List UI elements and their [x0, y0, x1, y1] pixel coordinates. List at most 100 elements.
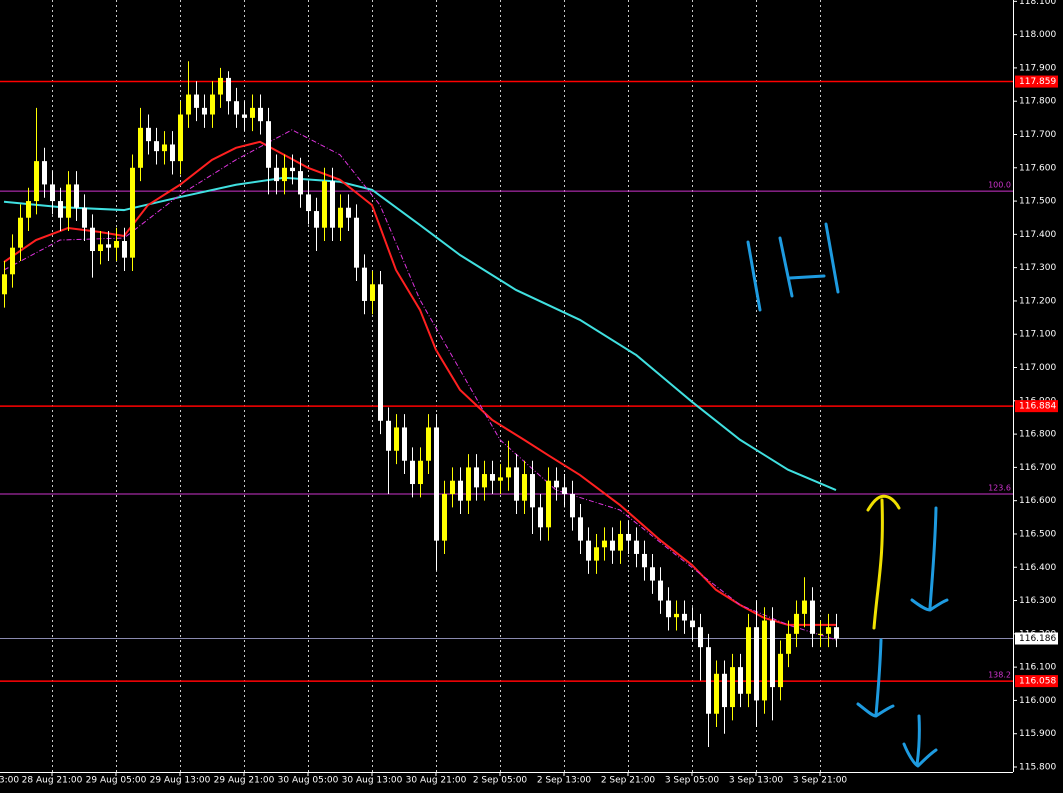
candle-body: [226, 77, 231, 102]
y-tick-label: 117.300: [1019, 263, 1056, 273]
hand-annotations: [746, 222, 949, 768]
x-tick-label: 2 Sep 05:00: [473, 776, 528, 786]
candle-body: [418, 460, 423, 485]
y-tick-label: 116.400: [1019, 563, 1056, 573]
x-tick-label: 28 Aug 21:00: [22, 776, 83, 786]
candle-body: [570, 494, 575, 518]
y-tick-label: 116.700: [1019, 463, 1056, 473]
candle-body: [82, 207, 87, 228]
x-tick-label: 3 Sep 13:00: [729, 776, 784, 786]
candle-body: [274, 167, 279, 182]
price-tag: [1015, 75, 1058, 88]
candle-body: [426, 427, 431, 461]
candle-body: [258, 107, 263, 122]
candle-body: [74, 184, 79, 208]
candle-body: [298, 171, 303, 195]
fib-label: 123.6: [988, 484, 1011, 493]
price-tag-label: 116.058: [1019, 677, 1056, 687]
y-tick-label: 117.900: [1019, 63, 1056, 73]
candle-body: [786, 633, 791, 654]
candle-body: [554, 480, 559, 488]
candle-body: [458, 480, 463, 501]
annotation-stroke: [824, 222, 840, 294]
candle-body: [210, 94, 215, 115]
y-tick-label: 116.000: [1019, 696, 1056, 706]
candle-body: [522, 474, 527, 501]
candle-body: [434, 427, 439, 541]
candle-body: [450, 480, 455, 495]
moving-average-line: [3, 140, 836, 626]
candle-body: [178, 114, 183, 162]
price-tag: [1015, 675, 1058, 688]
candle-body: [586, 540, 591, 561]
y-tick-label: 117.000: [1019, 363, 1056, 373]
annotation-arrow: [928, 506, 938, 610]
candle-body: [714, 673, 719, 714]
y-tick-label: 118.100: [1019, 0, 1056, 7]
y-tick-label: 118.000: [1019, 30, 1056, 40]
candle-body: [634, 540, 639, 554]
candle-body: [202, 107, 207, 115]
candle-body: [658, 580, 663, 601]
candle-body: [834, 627, 839, 639]
moving-average-line: [3, 176, 837, 491]
y-tick-label: 116.500: [1019, 529, 1056, 539]
candle-body: [42, 161, 47, 185]
candle-body: [378, 284, 383, 421]
candle-body: [330, 181, 335, 228]
plot-background: [0, 0, 1013, 772]
x-tick-label: 29 Aug 05:00: [86, 776, 147, 786]
y-tick-label: 115.900: [1019, 729, 1056, 739]
candle-body: [746, 627, 751, 694]
annotation-arrow: [874, 638, 883, 717]
x-tick-label: 30 Aug 21:00: [406, 776, 467, 786]
price-tag-label: 116.884: [1019, 402, 1056, 412]
x-tick-label: 2 Sep 13:00: [537, 776, 592, 786]
candle-body: [26, 201, 31, 218]
x-tick-label: 29 Aug 13:00: [150, 776, 211, 786]
annotation-arrow-head: [866, 494, 901, 512]
annotation-stroke: [746, 240, 762, 312]
x-tick-label: 2 Sep 21:00: [601, 776, 656, 786]
candle-body: [18, 217, 23, 248]
price-tag-label: 117.859: [1019, 77, 1056, 87]
y-tick-label: 117.800: [1019, 97, 1056, 107]
candle-body: [170, 144, 175, 162]
fib-label: 138.2: [988, 671, 1011, 680]
annotation-arrow-head: [910, 598, 949, 612]
candle-body: [666, 600, 671, 618]
candle-body: [626, 533, 631, 541]
candle-body: [218, 77, 223, 95]
candle-body: [2, 274, 7, 295]
y-tick-label: 116.600: [1019, 496, 1056, 506]
y-tick-label: 117.600: [1019, 163, 1056, 173]
candle-body: [154, 141, 159, 152]
annotation-arrow-head: [856, 702, 895, 718]
candle-body: [754, 627, 759, 701]
price-tag: [1015, 400, 1058, 413]
candle-body: [610, 540, 615, 551]
candle-body: [546, 480, 551, 528]
x-tick-label: 3 Sep 05:00: [665, 776, 720, 786]
candle-body: [250, 107, 255, 118]
candle-body: [282, 167, 287, 182]
candle-body: [722, 673, 727, 708]
fib-label: 100.0: [988, 181, 1011, 190]
candle-body: [34, 161, 39, 202]
candle-body: [738, 667, 743, 694]
y-tick-label: 116.100: [1019, 663, 1056, 673]
candle-body: [370, 284, 375, 301]
candle-body: [474, 467, 479, 488]
y-tick-label: 117.700: [1019, 130, 1056, 140]
candle-body: [690, 620, 695, 628]
y-tick-label: 117.400: [1019, 230, 1056, 240]
candle-body: [122, 241, 127, 258]
candle-body: [602, 540, 607, 548]
candle-body: [242, 114, 247, 118]
candle-body: [618, 533, 623, 551]
annotation-arrow: [872, 498, 884, 630]
price-tag-label: 116.186: [1019, 634, 1056, 644]
candle-body: [482, 474, 487, 488]
